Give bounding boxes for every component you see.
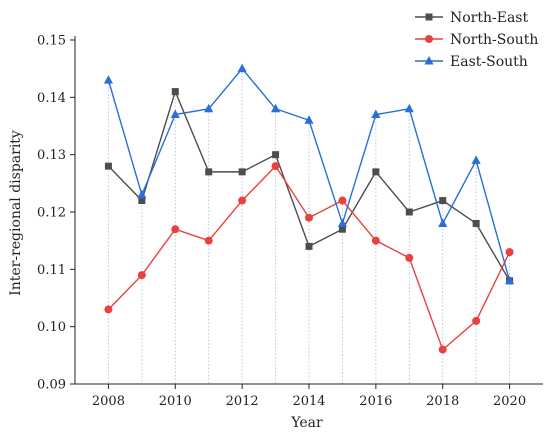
data-point-east-south [304, 115, 314, 124]
y-tick-label: 0.09 [37, 378, 66, 393]
legend-label-north-east: North-East [450, 10, 528, 26]
x-tick-label: 2014 [292, 394, 325, 409]
x-tick-label: 2008 [92, 394, 125, 409]
data-point-north-east [138, 197, 146, 205]
data-point-north-south [137, 271, 146, 280]
data-point-north-south [238, 196, 247, 205]
data-point-north-south [204, 236, 213, 245]
data-point-north-east [472, 219, 480, 227]
legend: North-East North-South East-South [415, 10, 538, 70]
y-tick-label: 0.15 [37, 34, 66, 49]
data-point-north-east [238, 168, 246, 176]
data-point-east-south [438, 218, 448, 227]
data-point-north-south [171, 225, 180, 234]
data-point-north-south [338, 196, 347, 205]
data-point-east-south [237, 63, 247, 73]
data-point-east-south [204, 103, 214, 113]
data-point-north-east [171, 88, 179, 96]
legend-label-east-south: East-South [450, 54, 528, 70]
y-axis-title: Inter-regional disparity [8, 130, 24, 296]
y-tick-label: 0.13 [37, 148, 66, 163]
legend-marker-north-east [425, 13, 433, 21]
series-layer [103, 63, 515, 354]
x-tick-label: 2012 [226, 394, 259, 409]
legend-marker-east-south [424, 56, 434, 65]
x-tick-label: 2018 [426, 394, 459, 409]
data-point-east-south [103, 75, 114, 84]
data-point-east-south [404, 103, 414, 113]
data-point-east-south [270, 103, 281, 113]
y-tick-label: 0.12 [37, 206, 66, 221]
legend-label-north-south: North-South [450, 32, 538, 48]
data-point-north-east [272, 151, 280, 159]
y-tick-label: 0.10 [37, 320, 66, 335]
data-point-north-south [505, 248, 514, 257]
x-axis-title: Year [290, 415, 323, 431]
data-point-east-south [504, 275, 515, 285]
data-point-east-south [371, 109, 381, 119]
data-point-north-south [371, 236, 380, 245]
data-point-north-east [405, 208, 413, 216]
data-point-east-south [337, 218, 348, 227]
series-north-east [104, 88, 514, 285]
data-point-north-south [438, 345, 447, 354]
data-point-north-east [305, 242, 313, 250]
x-tick-label: 2020 [493, 394, 526, 409]
data-point-east-south [137, 189, 147, 199]
data-point-north-south [472, 316, 481, 325]
series-east-south [103, 63, 515, 285]
data-point-north-south [405, 253, 414, 262]
y-tick-label: 0.11 [37, 263, 66, 278]
data-point-north-east [205, 168, 213, 176]
data-point-north-east [439, 197, 447, 205]
data-point-east-south [170, 109, 180, 119]
vertical-guides [107, 68, 511, 384]
data-point-north-east [338, 225, 346, 233]
data-point-north-east [104, 162, 112, 170]
data-point-north-south [104, 305, 113, 314]
data-point-north-east [372, 168, 380, 176]
legend-marker-north-south [425, 35, 433, 43]
x-tick-label: 2010 [159, 394, 192, 409]
axes: 0.09 0.10 0.11 0.12 0.13 0.14 0.15 2008 2010 2012… [37, 34, 543, 409]
data-point-north-south [305, 213, 313, 222]
x-tick-label: 2016 [359, 394, 392, 409]
data-point-north-south [271, 162, 280, 171]
series-north-south [104, 162, 514, 354]
y-tick-label: 0.14 [37, 91, 66, 106]
data-point-east-south [471, 155, 481, 164]
